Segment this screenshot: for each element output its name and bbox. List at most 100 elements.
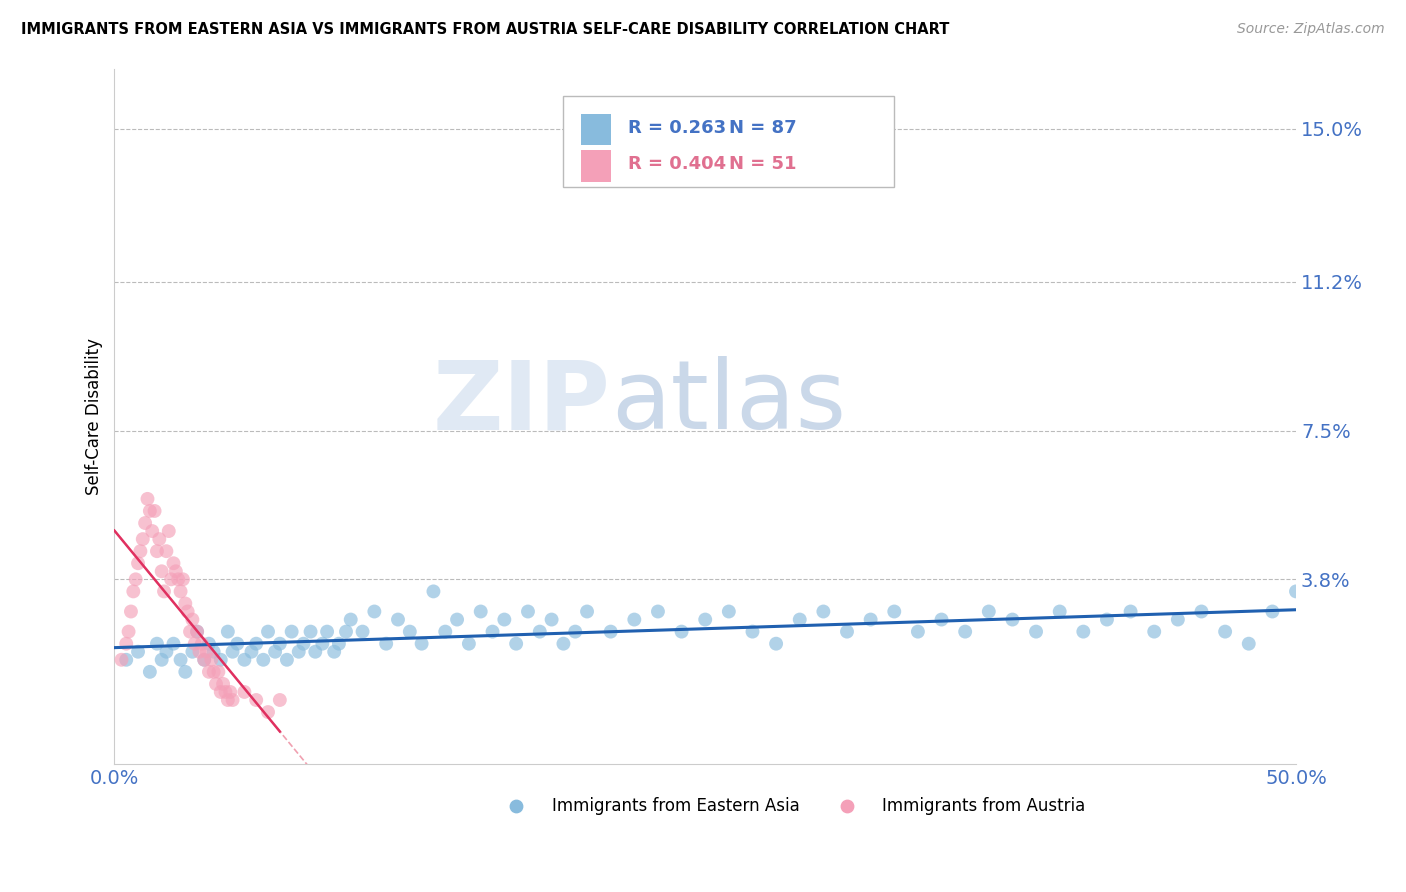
Point (214, 685, 236, 699)
Point (219, 685, 242, 699)
Point (299, 624, 322, 639)
Point (494, 613, 516, 627)
Point (202, 645, 225, 659)
Text: IMMIGRANTS FROM EASTERN ASIA VS IMMIGRANTS FROM AUSTRIA SELF-CARE DISABILITY COR: IMMIGRANTS FROM EASTERN ASIA VS IMMIGRAN… (21, 22, 949, 37)
Point (789, 613, 811, 627)
Point (155, 544, 177, 558)
Point (564, 624, 586, 639)
Point (363, 605, 385, 619)
Point (505, 637, 527, 651)
Point (1001, 613, 1024, 627)
Point (198, 637, 221, 651)
Text: R = 0.404: R = 0.404 (628, 155, 727, 173)
Text: Immigrants from Eastern Asia: Immigrants from Eastern Asia (551, 797, 800, 815)
Point (129, 544, 152, 558)
Point (375, 637, 398, 651)
Point (1049, 605, 1071, 619)
Point (191, 637, 214, 651)
Point (233, 685, 256, 699)
Point (1025, 624, 1047, 639)
Point (162, 637, 184, 651)
Point (245, 693, 267, 707)
Point (304, 645, 326, 659)
Point (1119, 605, 1142, 619)
Point (1191, 605, 1213, 619)
Point (695, 613, 717, 627)
Point (387, 613, 409, 627)
Point (186, 624, 208, 639)
Text: R = 0.263: R = 0.263 (628, 119, 727, 137)
Point (240, 645, 263, 659)
Text: N = 87: N = 87 (728, 119, 796, 137)
Point (1285, 584, 1308, 599)
Point (150, 653, 173, 667)
Point (181, 613, 204, 627)
Point (125, 572, 148, 586)
Point (176, 605, 198, 619)
Point (209, 653, 232, 667)
FancyBboxPatch shape (564, 96, 894, 186)
Text: N = 51: N = 51 (728, 155, 796, 173)
Point (162, 556, 184, 570)
Point (835, 624, 858, 639)
Point (146, 544, 169, 558)
Point (143, 504, 166, 518)
Point (422, 584, 444, 599)
Point (446, 613, 468, 627)
Point (328, 637, 350, 651)
Point (205, 677, 228, 691)
Point (623, 613, 645, 627)
Point (167, 572, 190, 586)
Point (226, 637, 249, 651)
Point (139, 504, 162, 518)
Point (207, 665, 229, 679)
Text: Immigrants from Austria: Immigrants from Austria (883, 797, 1085, 815)
Point (765, 637, 787, 651)
Point (280, 624, 302, 639)
Point (120, 605, 142, 619)
Point (172, 572, 194, 586)
Point (1261, 605, 1284, 619)
Point (1213, 624, 1236, 639)
Point (813, 605, 835, 619)
Point (202, 665, 225, 679)
Point (233, 653, 256, 667)
Point (335, 624, 357, 639)
Text: Source: ZipAtlas.com: Source: ZipAtlas.com (1237, 22, 1385, 37)
Point (193, 653, 215, 667)
Point (671, 624, 693, 639)
Point (150, 564, 173, 578)
Point (883, 605, 905, 619)
FancyBboxPatch shape (581, 114, 610, 145)
Point (209, 685, 232, 699)
Point (717, 605, 740, 619)
Point (110, 653, 132, 667)
Point (292, 637, 315, 651)
Point (136, 491, 159, 506)
Point (127, 556, 149, 570)
Point (339, 613, 361, 627)
Point (169, 653, 191, 667)
Point (481, 624, 503, 639)
Point (174, 665, 197, 679)
Point (252, 653, 274, 667)
Point (311, 637, 333, 651)
Point (907, 624, 929, 639)
Point (647, 605, 669, 619)
Point (186, 624, 208, 639)
Point (132, 532, 155, 546)
Point (264, 645, 287, 659)
Point (221, 693, 243, 707)
Point (434, 624, 457, 639)
Point (529, 624, 551, 639)
Point (1073, 624, 1095, 639)
Point (122, 584, 145, 599)
Point (517, 605, 540, 619)
Point (576, 605, 599, 619)
Point (127, 645, 149, 659)
Point (195, 645, 218, 659)
Point (146, 637, 169, 651)
Point (217, 624, 239, 639)
Point (160, 572, 183, 586)
Point (174, 597, 197, 611)
